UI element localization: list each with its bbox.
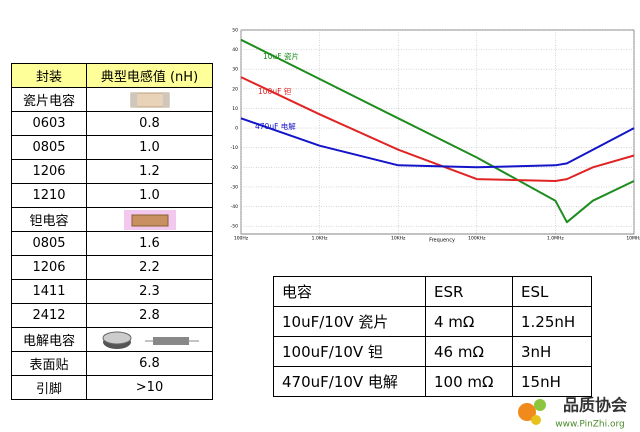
- cell: 100uF/10V 钽: [273, 336, 426, 367]
- cell: 15nH: [512, 366, 592, 397]
- cell: 2.8: [86, 303, 213, 328]
- x-tick-label: 100Hz: [234, 236, 249, 242]
- cell: 引脚: [11, 375, 87, 400]
- y-tick-label: -20: [231, 165, 238, 171]
- header-cell: ESR: [425, 276, 513, 307]
- y-tick-label: -40: [231, 204, 238, 210]
- watermark-logo: [518, 399, 546, 425]
- esr-esl-table: 电容 ESR ESL 10uF/10V 瓷片 4 mΩ 1.25nH 100uF/10V…: [273, 276, 592, 397]
- y-tick-label: 40: [232, 47, 238, 53]
- x-tick-label: 100KHz: [468, 236, 486, 242]
- y-tick-label: 10: [232, 106, 238, 112]
- cell: [86, 87, 213, 112]
- legend-label: 10uF 瓷片: [263, 51, 299, 61]
- cell: 1206: [11, 159, 87, 184]
- cell: 1.25nH: [512, 306, 592, 337]
- cell: 1.6: [86, 231, 213, 256]
- y-tick-label: 0: [235, 126, 238, 132]
- cell: [86, 327, 213, 352]
- cell: 1411: [11, 279, 87, 304]
- cell: 0.8: [86, 111, 213, 136]
- cell: 钽电容: [11, 207, 87, 232]
- cell: 1.2: [86, 159, 213, 184]
- header-cell: 封装: [11, 63, 87, 88]
- cell: 10uF/10V 瓷片: [273, 306, 426, 337]
- cell: 2.2: [86, 255, 213, 280]
- legend-label: 100uF 钽: [258, 86, 292, 96]
- cell: 100 mΩ: [425, 366, 513, 397]
- watermark-url: www.PinZhi.org: [555, 420, 625, 430]
- y-tick-label: -50: [231, 224, 238, 230]
- header-cell: ESL: [512, 276, 592, 307]
- plot-area: [240, 29, 635, 235]
- tantalum-icon: [123, 209, 176, 230]
- legend-label: 470uF 电解: [255, 121, 296, 131]
- cell: 2412: [11, 303, 87, 328]
- cell: 1206: [11, 255, 87, 280]
- x-tick-label: 1.0MHz: [547, 236, 564, 242]
- cell: >10: [86, 375, 213, 400]
- inductance-table: 封装 典型电感值 (nH) 瓷片电容 0603 0.8 0805 1.0 1206 1.…: [11, 63, 213, 400]
- y-tick-label: 30: [232, 67, 238, 73]
- x-tick-label: 1.0KHz: [312, 236, 328, 242]
- cell: 表面贴: [11, 351, 87, 376]
- cell: 电解电容: [11, 327, 87, 352]
- cell: 0805: [11, 135, 87, 160]
- series-line: [240, 76, 635, 182]
- cell: 46 mΩ: [425, 336, 513, 367]
- cell: 2.3: [86, 279, 213, 304]
- cell: 1210: [11, 183, 87, 208]
- cell: [86, 207, 213, 232]
- x-tick-label: 10KHz: [391, 236, 406, 242]
- x-axis-label: Frequency: [429, 238, 455, 244]
- header-cell: 电容: [273, 276, 426, 307]
- cell: 1.0: [86, 135, 213, 160]
- electrolytic-icon: [102, 331, 199, 349]
- y-tick-label: 50: [232, 28, 238, 34]
- cell: 6.8: [86, 351, 213, 376]
- y-tick-label: -30: [231, 184, 238, 190]
- watermark-title: 品质协会: [563, 396, 627, 415]
- y-tick-label: -10: [231, 145, 238, 151]
- cell: 0603: [11, 111, 87, 136]
- cell: 3nH: [512, 336, 592, 367]
- ceramic-icon: [130, 92, 169, 107]
- cell: 470uF/10V 电解: [273, 366, 426, 397]
- cell: 4 mΩ: [425, 306, 513, 337]
- y-tick-label: 20: [232, 86, 238, 92]
- cell: 1.0: [86, 183, 213, 208]
- cell: 瓷片电容: [11, 87, 87, 112]
- header-cell: 典型电感值 (nH): [86, 63, 213, 88]
- x-tick-label: 10MHz: [626, 236, 640, 242]
- cell: 0805: [11, 231, 87, 256]
- series-line: [240, 117, 635, 169]
